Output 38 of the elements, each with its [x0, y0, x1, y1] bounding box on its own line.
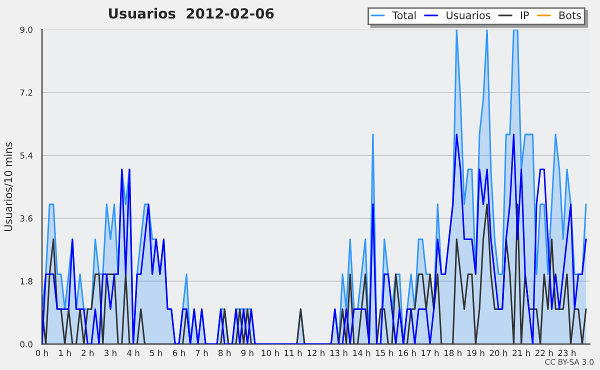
- x-tick-label: 2 h: [82, 350, 94, 356]
- x-tick-label: 12 h: [308, 350, 324, 356]
- x-tick-label: 15 h: [376, 350, 393, 356]
- y-tick-label: 0.0: [20, 341, 32, 348]
- x-tick-label: 9 h: [241, 350, 254, 356]
- y-axis-title: Usuarios/10 mins: [4, 142, 13, 232]
- x-tick-label: 11 h: [284, 350, 302, 356]
- x-tick-label: 23 h: [558, 350, 576, 356]
- x-tick-label: 0 h: [36, 350, 48, 356]
- x-tick-label: 4 h: [127, 350, 140, 356]
- x-tick-label: 14 h: [353, 350, 370, 356]
- legend-label: Bots: [559, 12, 581, 20]
- y-tick-label: 3.6: [20, 215, 32, 222]
- x-tick-label: 8 h: [218, 350, 231, 356]
- x-tick-label: 17 h: [422, 350, 439, 356]
- x-tick-label: 1 h: [59, 350, 71, 356]
- x-tick-label: 3 h: [104, 350, 116, 356]
- legend-label: IP: [520, 12, 529, 20]
- y-tick-label: 1.8: [20, 278, 32, 284]
- x-tick-label: 18 h: [444, 350, 462, 356]
- y-tick-label: 5.4: [20, 152, 33, 159]
- x-tick-label: 6 h: [172, 350, 185, 356]
- x-tick-label: 5 h: [150, 350, 162, 356]
- x-tick-label: 13 h: [330, 350, 348, 356]
- y-tick-label: 9.0: [20, 26, 32, 33]
- x-tick-label: 19 h: [467, 350, 484, 356]
- x-tick-label: 20 h: [490, 350, 508, 356]
- x-tick-label: 16 h: [398, 350, 416, 356]
- line-series: [42, 134, 587, 344]
- chart-title: Usuarios 2012-02-06: [109, 8, 274, 19]
- y-tick-label: 7.2: [20, 89, 32, 96]
- x-tick-label: 22 h: [535, 350, 553, 356]
- line-series: [42, 204, 587, 344]
- legend-label: Usuarios: [446, 11, 490, 20]
- x-tick-label: 10 h: [262, 350, 279, 356]
- x-tick-label: 7 h: [196, 350, 208, 356]
- legend-label: Total: [392, 11, 416, 20]
- x-tick-label: 21 h: [512, 350, 530, 356]
